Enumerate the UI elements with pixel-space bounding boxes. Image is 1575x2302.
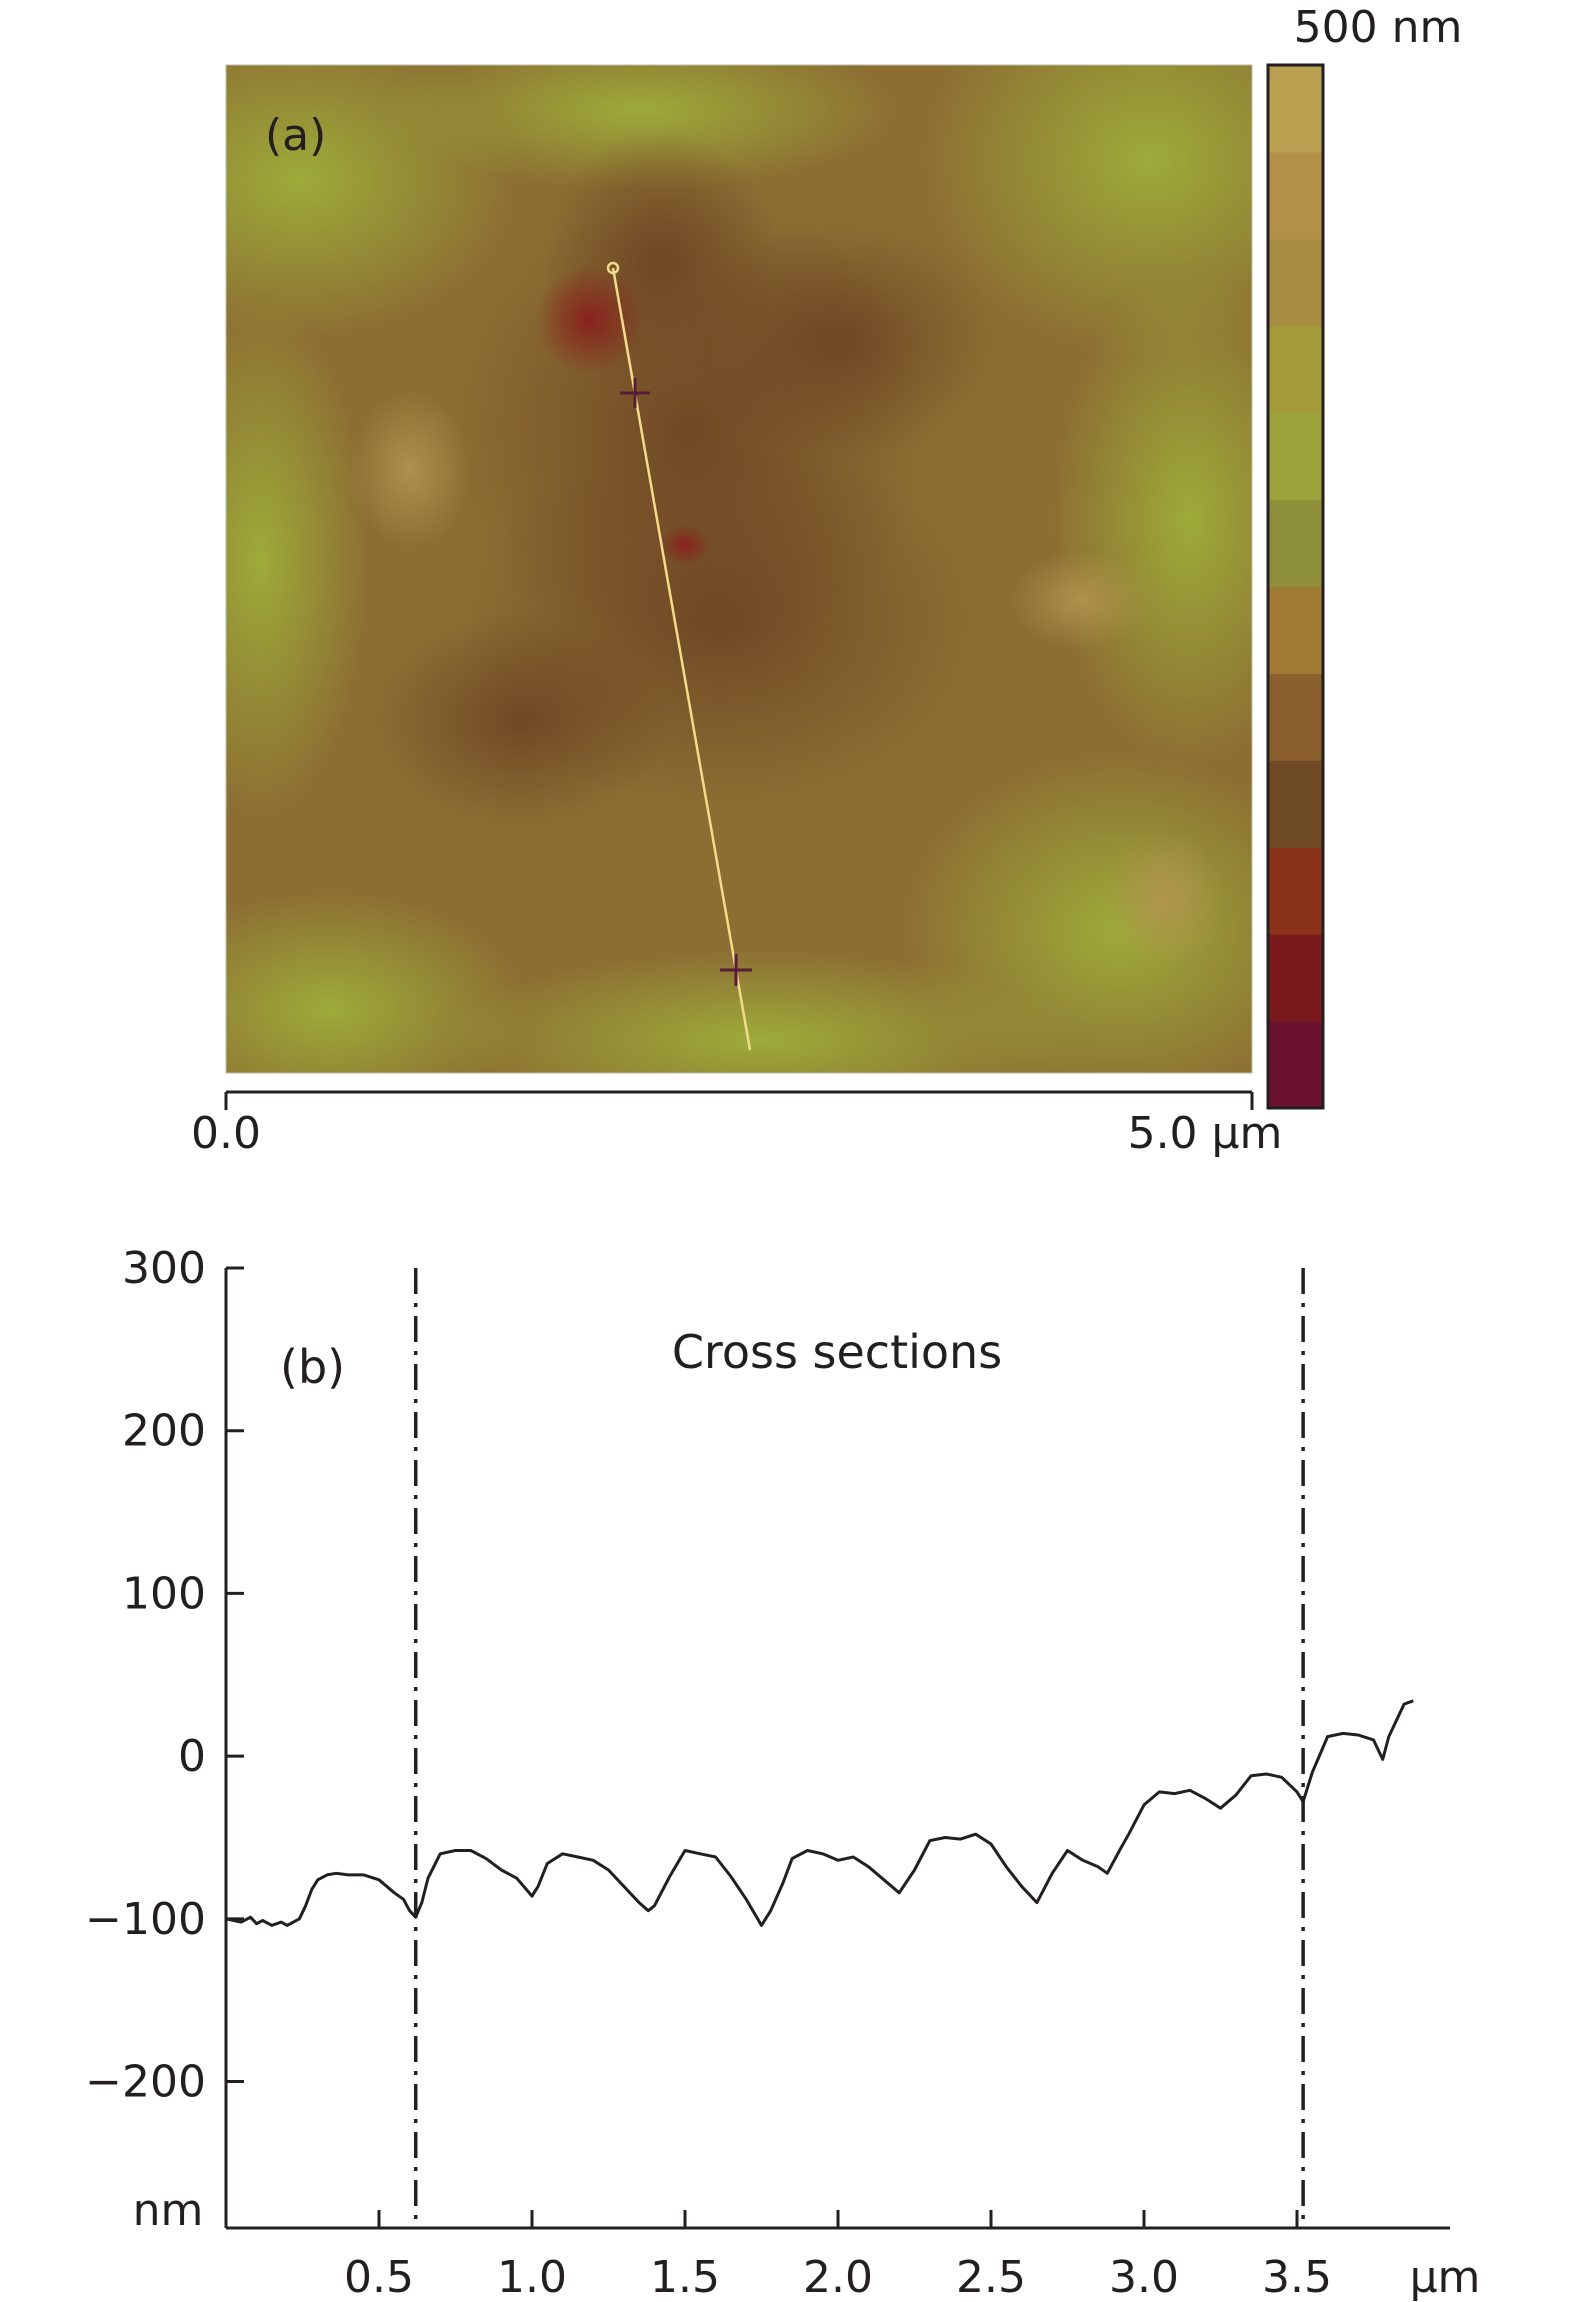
x-axis-unit-label: µm (1410, 2252, 1481, 2302)
cursor-marker-2[interactable] (720, 954, 752, 986)
colorbar-segment (1268, 673, 1323, 761)
y-tick-label: 0 (178, 1731, 206, 1782)
profile-line (225, 1699, 1414, 1927)
x-tick-label: 3.5 (1262, 2252, 1332, 2302)
colorbar-segment (1268, 760, 1323, 848)
panel-b-label: (b) (280, 1340, 345, 1394)
y-axis-unit-label: nm (133, 2185, 204, 2236)
colorbar-segment (1268, 847, 1323, 935)
y-tick-label: 100 (122, 1568, 206, 1619)
colorbar-frame (1266, 63, 1325, 1110)
x-tick-label: 3.0 (1109, 2252, 1179, 2302)
cursor-marker-1[interactable] (620, 378, 650, 408)
colorbar-segment (1268, 499, 1323, 588)
y-tick-label: −200 (85, 2057, 206, 2108)
afm-image-frame (225, 64, 1253, 1074)
y-tick-label: 300 (122, 1243, 206, 1294)
colorbar-segment (1268, 934, 1323, 1022)
colorbar-max-label: 500 nm (1294, 2, 1463, 53)
height-colorbar (1268, 65, 1323, 1109)
colorbar-segment (1268, 1021, 1323, 1109)
x-tick-label: 2.5 (956, 2252, 1026, 2302)
chart-title: Cross sections (672, 1325, 1002, 1379)
colorbar-segment (1268, 151, 1323, 240)
section-markers (413, 1268, 1305, 2220)
x-ticks: 0.5 1.0 1.5 2.0 2.5 3.0 3.5 (344, 2210, 1332, 2302)
y-tick-label: −100 (85, 1894, 206, 1945)
cross-section-chart: 300 200 100 0 −100 −200 0.5 1.0 1.5 2.0 2.5 3.0 3.5… (85, 1243, 1480, 2302)
scan-axis: 0.0 5.0 µm (191, 1090, 1283, 1159)
colorbar-segment (1268, 412, 1323, 501)
colorbar-segment (1268, 586, 1323, 675)
y-tick-label: 200 (122, 1406, 206, 1457)
panel-a-label: (a) (265, 110, 326, 161)
section-line (606, 261, 752, 1051)
colorbar-segment (1268, 238, 1323, 327)
scan-axis-end-label: 5.0 µm (1128, 1108, 1283, 1159)
x-tick-label: 1.5 (650, 2252, 720, 2302)
colorbar-segment (1268, 325, 1323, 414)
x-tick-label: 0.5 (344, 2252, 414, 2302)
colorbar-segment (1268, 65, 1323, 153)
x-tick-label: 1.0 (497, 2252, 567, 2302)
afm-image (226, 65, 1252, 1073)
y-ticks: 300 200 100 0 −100 −200 (85, 1243, 244, 2108)
section-start-marker (606, 261, 620, 275)
scan-axis-start-label: 0.0 (191, 1108, 261, 1159)
x-tick-label: 2.0 (803, 2252, 873, 2302)
